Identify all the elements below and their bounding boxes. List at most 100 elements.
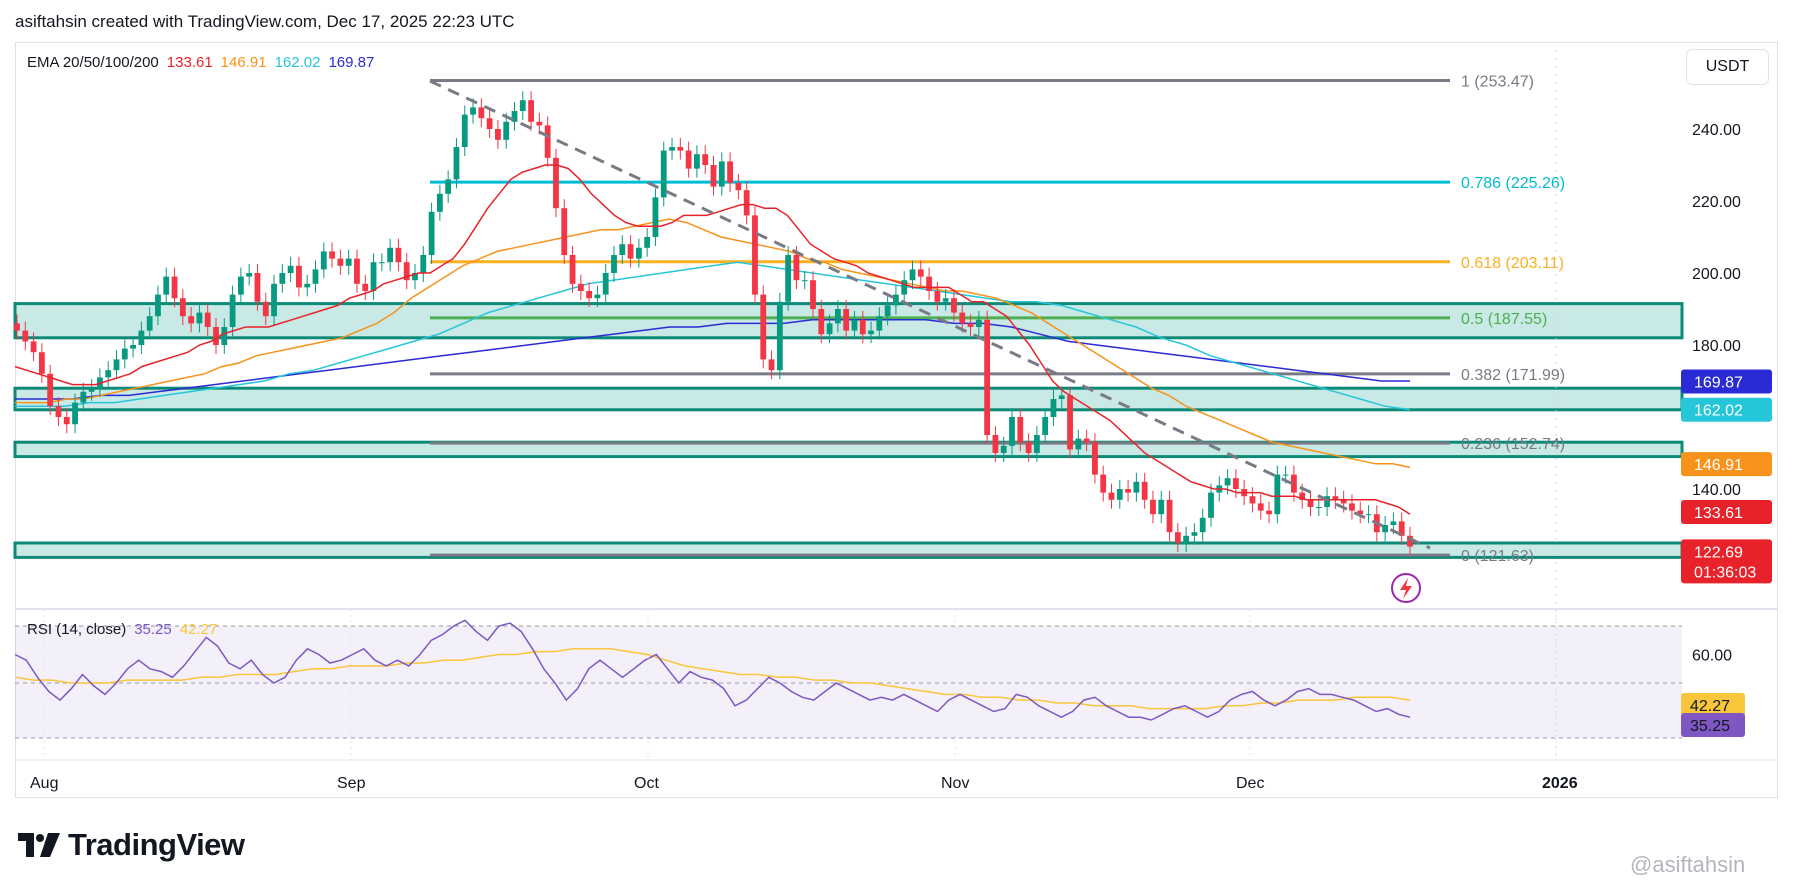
price-axis-tick: 180.00 [1692,338,1741,355]
ema-20-value: 133.61 [166,54,213,71]
candle-body [337,258,344,266]
rsi-legend-name: RSI (14, close) [27,621,127,638]
ema-20-line [14,164,1411,515]
candle-body [536,121,543,126]
price-tag-label: 162.02 [1694,403,1743,420]
candle-body [163,276,170,295]
candle-body [1067,395,1073,450]
candle-body [577,283,584,291]
candle-body [818,309,825,335]
candle-body [1108,492,1115,500]
lightning-icon [1391,573,1421,603]
candle-body [635,247,642,259]
fib-level-label: 0.786 (225.26) [1461,175,1565,192]
candle-body [445,179,452,194]
candle-body [1058,395,1065,399]
ema-50-line [15,218,1411,469]
candle-body [727,161,733,183]
ema-legend[interactable]: EMA 20/50/100/200 133.61 146.91 162.02 169.8… [27,54,382,71]
candle-body [329,251,335,259]
candle-body [876,316,883,331]
currency-button[interactable]: USDT [1686,49,1769,85]
candle-body [204,312,211,327]
candle-body [710,165,717,187]
rsi-line [14,619,1411,721]
candle-body [121,348,128,360]
candle-body [138,330,145,345]
candle-body [262,301,269,317]
candle-body [677,147,684,151]
candle-body [669,147,675,151]
time-axis-label: Oct [634,775,659,792]
candle-body [1349,503,1355,511]
candle-body [926,276,932,291]
price-tag [1681,539,1772,584]
candle-body [785,255,792,302]
ema-100-value: 162.02 [274,54,321,71]
time-axis-label: Dec [1236,775,1264,792]
candle-body [453,147,460,180]
rsi-tag-label: 35.25 [1690,718,1730,735]
rsi-legend[interactable]: RSI (14, close) 35.25 42.27 [27,621,225,638]
candle-body [1407,535,1413,547]
candle-body [370,262,377,291]
candle-body [1357,510,1364,515]
candle-body [934,291,941,302]
candle-body [1398,521,1405,536]
candle-body [1075,438,1082,450]
candle-body [80,391,87,403]
chart-header: asiftahsin created with TradingView.com,… [15,12,515,31]
candle-body [611,255,617,273]
candle-body [1266,510,1272,515]
candle-body [362,283,369,291]
support-resistance-zone [13,386,1684,412]
candle-body [718,161,725,187]
candle-body [1042,417,1049,435]
candle-body [984,319,991,435]
fib-level-label: 0.618 (203.11) [1461,255,1564,272]
rsi-axis-tick: 60.00 [1692,648,1732,665]
candle-body [1291,474,1297,493]
price-tag [1681,452,1772,477]
candle-body [1249,496,1256,504]
candle-body [88,388,95,392]
candle-body [72,402,78,425]
candle-body [1166,499,1173,533]
candle-body [528,100,534,122]
price-tag-label: 169.87 [1694,374,1743,391]
candle-body [1092,442,1098,475]
tradingview-logo[interactable]: TradingView [18,827,245,863]
rsi-tag-label: 42.27 [1690,698,1730,715]
candle-body [1282,474,1289,476]
candle-body [461,114,468,147]
candle-body [776,301,783,371]
candle-body [1199,517,1206,533]
candle-body [511,111,518,122]
candle-body [868,330,874,335]
candle-body [917,269,924,277]
candle-body [395,247,402,263]
candle-body [237,276,244,295]
candle-body [660,150,667,198]
candle-body [495,129,501,140]
price-tag [1681,500,1772,525]
candle-body [1208,492,1214,518]
candle-body [22,330,29,342]
candle-body [553,157,559,209]
candle-body [221,327,228,345]
candle-body [171,276,178,299]
author-watermark: @asiftahsin [1630,852,1746,877]
ema-200-line [15,319,1410,400]
candle-body [320,251,327,270]
candle-body [768,359,775,371]
candle-body [801,280,808,282]
candle-body [1324,496,1330,507]
candle-body [1390,521,1397,525]
ema-50-value: 146.91 [220,54,267,71]
candle-body [1224,478,1231,486]
candle-body [345,258,352,266]
candle-body [1050,399,1057,417]
price-axis-tick: 200.00 [1692,266,1741,283]
candle-body [196,312,203,324]
